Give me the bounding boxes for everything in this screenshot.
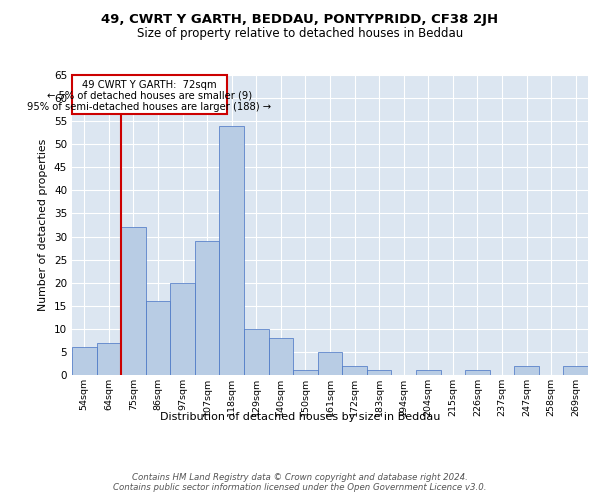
Text: 49 CWRT Y GARTH:  72sqm: 49 CWRT Y GARTH: 72sqm <box>82 80 217 90</box>
Bar <box>563 366 588 375</box>
Bar <box>465 370 490 375</box>
Bar <box>121 228 146 375</box>
Bar <box>293 370 318 375</box>
Bar <box>269 338 293 375</box>
Text: 95% of semi-detached houses are larger (188) →: 95% of semi-detached houses are larger (… <box>28 102 271 112</box>
Bar <box>220 126 244 375</box>
Text: 49, CWRT Y GARTH, BEDDAU, PONTYPRIDD, CF38 2JH: 49, CWRT Y GARTH, BEDDAU, PONTYPRIDD, CF… <box>101 12 499 26</box>
Bar <box>170 282 195 375</box>
Bar <box>367 370 391 375</box>
Bar <box>97 342 121 375</box>
Text: Distribution of detached houses by size in Beddau: Distribution of detached houses by size … <box>160 412 440 422</box>
Bar <box>146 301 170 375</box>
Bar <box>318 352 342 375</box>
Bar <box>514 366 539 375</box>
Text: Contains HM Land Registry data © Crown copyright and database right 2024.
Contai: Contains HM Land Registry data © Crown c… <box>113 473 487 492</box>
Text: Size of property relative to detached houses in Beddau: Size of property relative to detached ho… <box>137 28 463 40</box>
FancyBboxPatch shape <box>72 75 227 114</box>
Text: ← 5% of detached houses are smaller (9): ← 5% of detached houses are smaller (9) <box>47 90 252 101</box>
Bar <box>72 348 97 375</box>
Bar <box>244 329 269 375</box>
Y-axis label: Number of detached properties: Number of detached properties <box>38 139 49 311</box>
Bar <box>416 370 440 375</box>
Bar <box>342 366 367 375</box>
Bar <box>195 241 220 375</box>
